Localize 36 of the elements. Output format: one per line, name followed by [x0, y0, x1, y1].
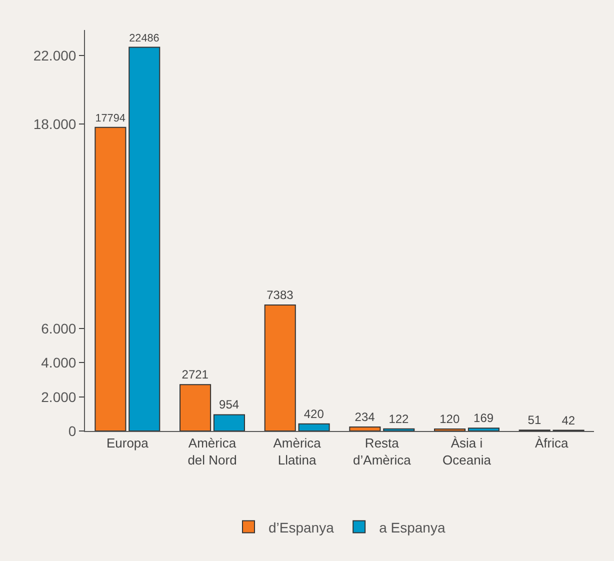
bar [180, 384, 212, 431]
bar [298, 423, 330, 431]
legend-label: a Espanya [379, 519, 446, 536]
bar [383, 428, 415, 431]
bar [434, 428, 466, 431]
legend-label: d’Espanya [268, 519, 334, 536]
y-tick-label: 2.000 [41, 388, 76, 405]
y-tick-label: 6.000 [41, 320, 76, 337]
data-label: 42 [562, 413, 576, 428]
x-tick-label: Amèrica del Nord [188, 436, 237, 468]
y-tick-label: 22.000 [33, 48, 76, 64]
x-tick-label: Àfrica [534, 436, 569, 451]
data-label: 7383 [266, 288, 294, 302]
data-label: 17794 [95, 112, 126, 125]
x-tick-label: Amèrica Llatina [273, 436, 322, 468]
data-label: 169 [474, 411, 494, 426]
bar [128, 46, 160, 431]
y-tick-label: 0 [68, 422, 76, 439]
data-label: 234 [354, 410, 376, 424]
data-label: 51 [528, 413, 542, 428]
bar [468, 428, 500, 431]
bar [349, 426, 381, 431]
data-label: 2721 [182, 368, 209, 382]
bar [94, 126, 126, 431]
y-tick-label: 18.000 [33, 116, 76, 132]
data-label: 122 [388, 412, 410, 426]
data-label: 120 [440, 412, 460, 426]
data-label: 22486 [129, 32, 160, 45]
x-tick-label: Àsia i Oceania [442, 436, 492, 468]
bar [213, 414, 245, 431]
x-tick-label: Resta d’Amèrica [353, 436, 412, 468]
data-label: 420 [304, 406, 324, 421]
x-tick-label: Europa [106, 436, 150, 451]
y-tick-label: 4.000 [41, 354, 76, 371]
bar [264, 304, 296, 431]
data-label: 954 [219, 398, 240, 412]
